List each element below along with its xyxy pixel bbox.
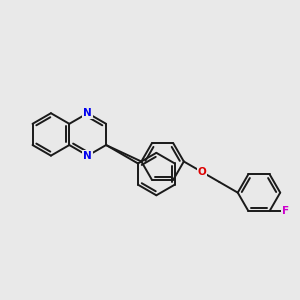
- Text: N: N: [83, 151, 92, 161]
- Text: O: O: [198, 167, 207, 177]
- Text: F: F: [282, 206, 290, 216]
- Text: N: N: [83, 108, 92, 118]
